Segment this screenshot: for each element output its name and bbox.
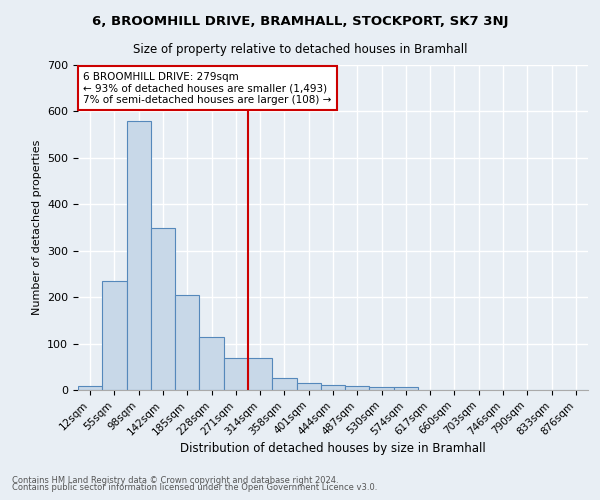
Bar (127, 120, 151, 390)
Bar (394, 387, 418, 390)
Bar (78, 386, 102, 390)
Bar (272, 378, 296, 390)
Bar (370, 387, 394, 390)
Bar (199, 336, 224, 390)
Bar (345, 386, 370, 390)
Bar (151, 228, 175, 390)
Bar (321, 386, 345, 390)
Bar (224, 358, 248, 390)
Bar (296, 383, 321, 390)
X-axis label: Distribution of detached houses by size in Bramhall: Distribution of detached houses by size … (180, 442, 486, 455)
Bar (102, 281, 127, 390)
Text: Contains HM Land Registry data © Crown copyright and database right 2024.: Contains HM Land Registry data © Crown c… (12, 476, 338, 485)
Text: Size of property relative to detached houses in Bramhall: Size of property relative to detached ho… (133, 42, 467, 56)
Y-axis label: Number of detached properties: Number of detached properties (32, 140, 41, 315)
Text: Contains public sector information licensed under the Open Government Licence v3: Contains public sector information licen… (12, 484, 377, 492)
Text: 6 BROOMHILL DRIVE: 279sqm
← 93% of detached houses are smaller (1,493)
7% of sem: 6 BROOMHILL DRIVE: 279sqm ← 93% of detac… (83, 72, 331, 104)
Bar (175, 295, 199, 390)
Bar (248, 358, 272, 390)
Text: 6, BROOMHILL DRIVE, BRAMHALL, STOCKPORT, SK7 3NJ: 6, BROOMHILL DRIVE, BRAMHALL, STOCKPORT,… (92, 15, 508, 28)
